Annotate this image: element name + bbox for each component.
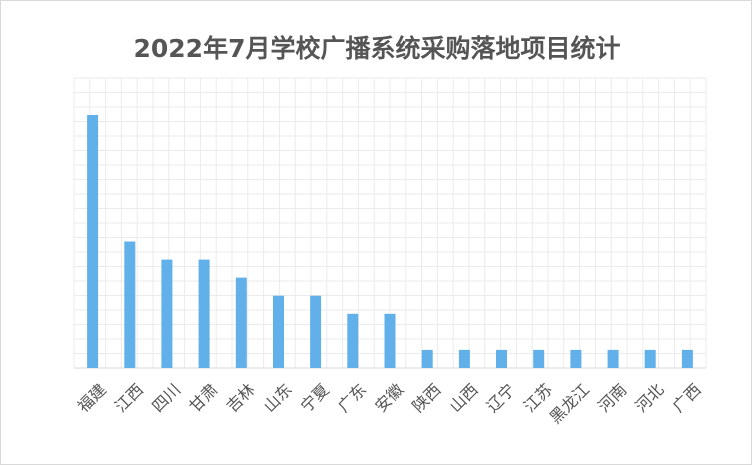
x-tick-label: 河南 xyxy=(594,380,630,416)
bar-2 xyxy=(124,241,136,368)
bars xyxy=(87,115,693,368)
bar-5 xyxy=(235,277,247,368)
x-tick-label: 四川 xyxy=(148,380,184,416)
x-tick-label: 宁夏 xyxy=(297,380,333,416)
bar-15 xyxy=(607,349,619,368)
x-tick-label: 山东 xyxy=(260,380,296,416)
bar-8 xyxy=(347,313,359,368)
bar-12 xyxy=(496,349,507,368)
x-tick-label: 辽宁 xyxy=(483,380,519,416)
x-tick-label: 广东 xyxy=(334,380,370,416)
bar-16 xyxy=(644,349,656,368)
x-tick-label: 山西 xyxy=(446,380,482,416)
bar-9 xyxy=(384,313,396,368)
bar-17 xyxy=(681,349,693,368)
x-tick-label: 广西 xyxy=(669,380,705,416)
x-tick-label: 陕西 xyxy=(408,380,444,416)
bar-13 xyxy=(533,349,545,368)
x-tick-label: 江西 xyxy=(111,380,147,416)
x-tick-label: 黑龙江 xyxy=(546,380,593,427)
bar-10 xyxy=(421,349,433,368)
x-tick-label: 河北 xyxy=(631,380,667,416)
bar-4 xyxy=(198,259,210,368)
x-tick-label: 福建 xyxy=(74,380,110,416)
bar-11 xyxy=(458,349,470,368)
bar-7 xyxy=(310,295,322,368)
bar-3 xyxy=(161,259,173,368)
bar-14 xyxy=(570,349,582,368)
bar-1 xyxy=(87,115,99,368)
x-tick-label: 安徽 xyxy=(371,380,407,416)
x-tick-label: 甘肃 xyxy=(185,380,221,416)
x-tick-label: 吉林 xyxy=(223,380,259,416)
bar-6 xyxy=(273,295,284,368)
chart-title: 2022年7月学校广播系统采购落地项目统计 xyxy=(133,34,621,63)
